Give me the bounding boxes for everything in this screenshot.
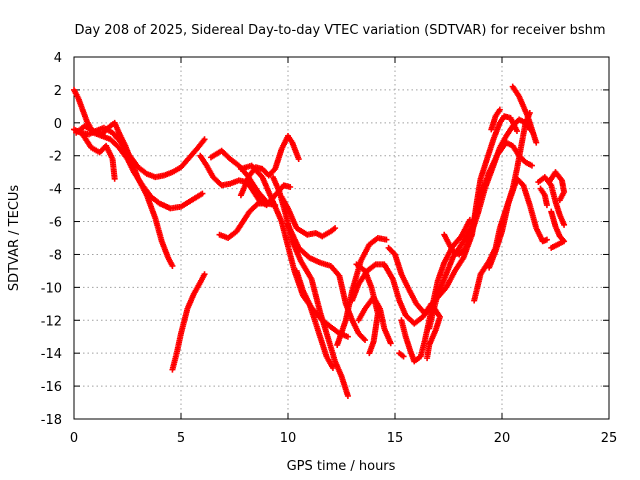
series-track-27 xyxy=(509,83,540,146)
data-point xyxy=(329,364,336,371)
y-tick-label: -2 xyxy=(49,150,62,165)
y-gridlines xyxy=(74,89,609,387)
data-point xyxy=(561,221,568,228)
y-tick-label: -16 xyxy=(41,380,62,395)
data-point xyxy=(366,350,373,357)
series-track-31 xyxy=(548,208,568,251)
x-tick-label: 10 xyxy=(280,431,297,446)
data-point xyxy=(201,136,208,143)
data-point xyxy=(533,139,540,146)
series-track-28 xyxy=(488,106,503,133)
series-track-16 xyxy=(349,261,435,327)
data-point xyxy=(362,337,369,344)
series-track-14 xyxy=(293,267,336,371)
y-tick-labels: 4 2 0 -2 -4 -6 -8 -10 -12 -14 -16 -18 xyxy=(41,51,62,428)
data-point xyxy=(528,162,535,169)
data-point xyxy=(387,340,394,347)
series-track-21 xyxy=(396,350,407,360)
data-point xyxy=(263,198,270,205)
y-tick-label: -8 xyxy=(49,248,62,263)
data-point xyxy=(201,271,208,278)
data-point xyxy=(295,156,302,163)
y-tick-label: -10 xyxy=(41,281,62,296)
data-point xyxy=(543,236,550,243)
series-track-19 xyxy=(385,244,443,362)
series-track-09 xyxy=(237,132,302,199)
series-track-32 xyxy=(537,185,550,209)
series-track-02 xyxy=(71,124,208,181)
x-tick-label: 0 xyxy=(70,431,78,446)
data-point xyxy=(496,106,503,113)
series-track-04 xyxy=(79,131,118,182)
series-track-07 xyxy=(216,200,279,241)
series-track-15 xyxy=(334,235,390,348)
data-point xyxy=(548,244,555,251)
data-point xyxy=(344,392,351,399)
y-tick-label: 0 xyxy=(54,117,62,132)
y-tick-label: -6 xyxy=(49,216,62,231)
x-tick-label: 5 xyxy=(177,431,185,446)
y-tick-label: -4 xyxy=(49,183,62,198)
series-track-26 xyxy=(486,175,550,271)
chart-title: Day 208 of 2025, Sidereal Day-to-day VTE… xyxy=(74,23,605,38)
data-point xyxy=(169,262,176,269)
y-tick-label: -14 xyxy=(41,347,62,362)
data-point xyxy=(400,353,407,360)
series-track-05 xyxy=(169,271,208,373)
data-point xyxy=(111,175,118,182)
y-tick-label: -18 xyxy=(41,413,62,428)
x-axis-label: GPS time / hours xyxy=(287,459,396,474)
series-track-23 xyxy=(441,116,533,258)
series-track-11 xyxy=(270,174,351,399)
series-track-30 xyxy=(546,169,568,204)
y-tick-label: 2 xyxy=(54,84,62,99)
series-track-08 xyxy=(207,147,270,205)
series-track-03 xyxy=(73,119,176,269)
series-track-12 xyxy=(278,193,339,240)
y-tick-label: 4 xyxy=(54,51,62,66)
data-marks xyxy=(71,83,568,399)
series-track-18 xyxy=(353,261,381,357)
x-tick-label: 15 xyxy=(387,431,404,446)
data-point xyxy=(287,183,294,190)
data-point xyxy=(383,236,390,243)
axis-ticks xyxy=(73,56,610,420)
data-point xyxy=(543,202,550,209)
data-point xyxy=(332,225,339,232)
data-point xyxy=(199,190,206,197)
series-track-24 xyxy=(434,113,520,301)
data-point xyxy=(556,197,563,204)
x-tick-labels: 0 5 10 15 20 25 xyxy=(70,431,617,446)
data-point xyxy=(513,128,520,135)
data-point xyxy=(344,333,351,340)
plot-frame xyxy=(73,56,610,420)
x-tick-label: 25 xyxy=(601,431,618,446)
y-tick-label: -12 xyxy=(41,314,62,329)
series-track-13 xyxy=(285,221,369,344)
y-axis-label: SDTVAR / TECUs xyxy=(7,185,22,292)
x-tick-label: 20 xyxy=(494,431,511,446)
data-point xyxy=(424,355,431,362)
